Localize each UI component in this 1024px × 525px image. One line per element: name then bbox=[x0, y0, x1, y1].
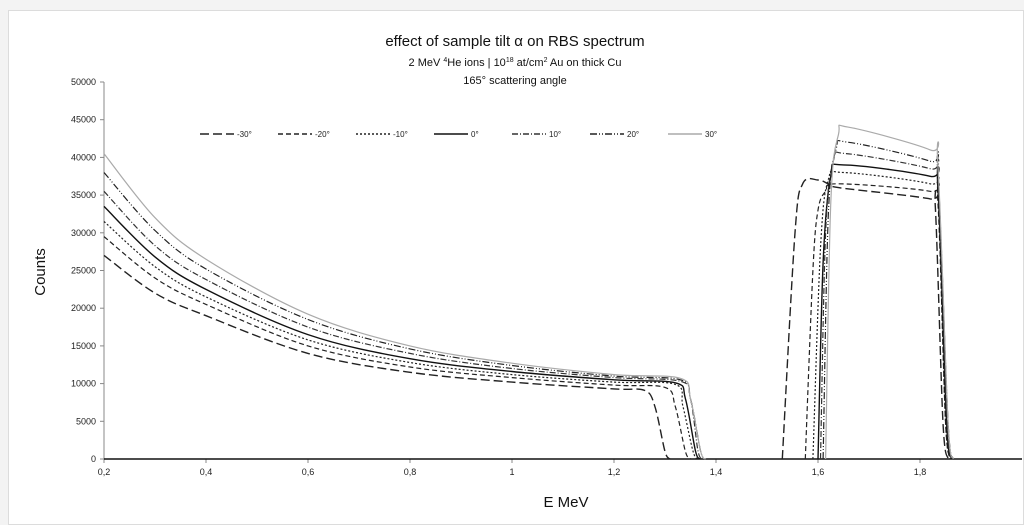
series-20deg-cu-edge bbox=[103, 172, 707, 460]
subtitle-part-c: at/cm bbox=[514, 57, 544, 69]
series--30deg-cu-edge bbox=[103, 254, 671, 460]
x-tick-label: 1,8 bbox=[914, 467, 927, 477]
x-tick-label: 0,8 bbox=[404, 467, 417, 477]
legend-label: -30° bbox=[237, 130, 252, 139]
subtitle-part-b: He ions | 10 bbox=[447, 57, 506, 69]
y-tick-label: 40000 bbox=[71, 152, 96, 162]
axes: 0 5000 10000 15000 20000 25000 30000 35000 40000… bbox=[71, 77, 1022, 477]
chart-title: effect of sample tilt α on RBS spectrum bbox=[385, 33, 644, 50]
x-tick-label: 0,2 bbox=[98, 467, 111, 477]
x-tick-label: 0,6 bbox=[302, 467, 315, 477]
y-tick-label: 5000 bbox=[76, 416, 96, 426]
series--10deg-cu-edge bbox=[103, 221, 699, 460]
x-tick-label: 1 bbox=[509, 467, 514, 477]
y-tick-label: 20000 bbox=[71, 303, 96, 313]
y-tick-label: 50000 bbox=[71, 77, 96, 87]
subtitle-part-a: 2 MeV bbox=[409, 57, 444, 69]
x-tick-label: 1,6 bbox=[812, 467, 825, 477]
series-20deg-au-peak bbox=[822, 139, 954, 460]
legend-label: -10° bbox=[393, 130, 408, 139]
series-30deg-au-peak bbox=[825, 124, 954, 460]
legend: -30° -20° -10° 0° 10° 20° 30° bbox=[200, 130, 717, 139]
legend-label: 0° bbox=[471, 130, 479, 139]
chart-subtitle: 2 MeV 4He ions | 1018 at/cm2 Au on thick… bbox=[409, 57, 622, 69]
y-tick-label: 25000 bbox=[71, 266, 96, 276]
x-tick-label: 0,4 bbox=[200, 467, 213, 477]
chart-subtitle-2: 165° scattering angle bbox=[463, 75, 566, 87]
series--10deg-au-peak bbox=[812, 170, 952, 460]
series-0deg-cu-edge bbox=[103, 205, 702, 460]
series-layer bbox=[103, 124, 1022, 460]
series-10deg-cu-edge bbox=[103, 190, 704, 460]
subtitle-sup-2: 18 bbox=[506, 57, 514, 64]
y-tick-label: 15000 bbox=[71, 341, 96, 351]
legend-label: -20° bbox=[315, 130, 330, 139]
legend-label: 10° bbox=[549, 130, 561, 139]
y-tick-label: 0 bbox=[91, 454, 96, 464]
y-tick-label: 45000 bbox=[71, 115, 96, 125]
y-tick-label: 35000 bbox=[71, 190, 96, 200]
subtitle-part-d: Au on thick Cu bbox=[547, 57, 621, 69]
chart-card bbox=[8, 10, 1024, 525]
x-axis-label: E MeV bbox=[543, 494, 588, 511]
y-tick-label: 30000 bbox=[71, 228, 96, 238]
subtitle-sup-3: 2 bbox=[544, 57, 548, 64]
series--20deg-au-peak bbox=[804, 182, 952, 460]
y-tick-label: 10000 bbox=[71, 379, 96, 389]
y-axis-label: Counts bbox=[32, 248, 49, 296]
series--20deg-cu-edge bbox=[103, 236, 691, 460]
legend-label: 30° bbox=[705, 130, 717, 139]
x-tick-label: 1,2 bbox=[608, 467, 621, 477]
subtitle-sup-1: 4 bbox=[443, 57, 447, 64]
series-10deg-au-peak bbox=[819, 151, 953, 460]
legend-label: 20° bbox=[627, 130, 639, 139]
series--30deg-au-peak bbox=[781, 177, 949, 460]
series-30deg-cu-edge bbox=[103, 153, 707, 460]
series-0deg-au-peak bbox=[817, 163, 953, 460]
x-tick-label: 1,4 bbox=[710, 467, 723, 477]
